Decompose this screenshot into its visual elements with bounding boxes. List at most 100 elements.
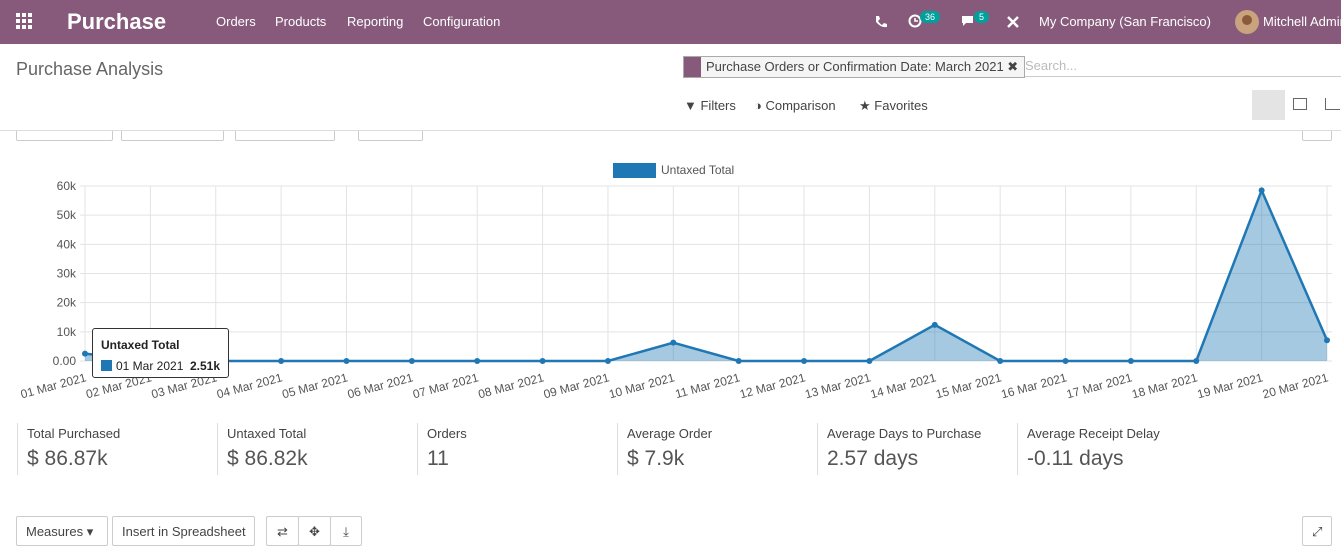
badge: 5 bbox=[974, 11, 990, 23]
point bbox=[278, 358, 285, 364]
tools-icon[interactable] bbox=[1006, 15, 1020, 29]
point bbox=[1127, 358, 1134, 364]
tooltip-title: Untaxed Total bbox=[101, 338, 180, 352]
kpi-label: Untaxed Total bbox=[227, 426, 307, 441]
kpi[interactable]: Average Order $ 7.9k bbox=[617, 423, 816, 475]
x-tick-label: 07 Mar 2021 bbox=[411, 370, 480, 401]
fullscreen-button[interactable]: ⤢ bbox=[1302, 516, 1332, 546]
app-name[interactable]: Purchase bbox=[67, 9, 167, 34]
favorites-label: Favorites bbox=[874, 98, 928, 113]
flip-button[interactable]: ⇄ bbox=[266, 516, 299, 546]
point bbox=[1062, 358, 1069, 364]
view-pivot[interactable] bbox=[1293, 98, 1307, 110]
x-tick-label: 17 Mar 2021 bbox=[1065, 370, 1134, 401]
filters-label: Filters bbox=[700, 98, 736, 113]
line bbox=[84, 187, 1329, 363]
x-tick-label: 09 Mar 2021 bbox=[542, 370, 611, 401]
kpi-value: $ 86.82k bbox=[227, 447, 308, 470]
phone-icon[interactable] bbox=[874, 15, 888, 29]
filters[interactable]: ▼ Filters bbox=[684, 98, 736, 113]
x-tick-label: 14 Mar 2021 bbox=[869, 370, 938, 401]
x-tick-label: 19 Mar 2021 bbox=[1196, 370, 1265, 401]
kpi-label: Average Order bbox=[627, 426, 713, 441]
kpi-value: 11 bbox=[427, 447, 449, 470]
y-tick-label: 60k bbox=[57, 179, 77, 193]
menu-item[interactable]: Reporting bbox=[347, 14, 404, 29]
x-tick-label: 05 Mar 2021 bbox=[281, 370, 350, 401]
point bbox=[931, 321, 938, 328]
avatar[interactable] bbox=[1235, 10, 1259, 34]
measures-label: Measures bbox=[26, 524, 84, 539]
search-facet[interactable]: Purchase Orders or Confirmation Date: Ma… bbox=[683, 56, 1026, 78]
point bbox=[1324, 337, 1330, 344]
favorites[interactable]: ★ Favorites bbox=[859, 98, 928, 113]
x-tick-label: 13 Mar 2021 bbox=[803, 370, 872, 401]
badge: 36 bbox=[920, 11, 941, 23]
point bbox=[474, 358, 481, 364]
menu-item[interactable]: Products bbox=[275, 14, 327, 29]
area bbox=[85, 190, 1327, 361]
download-button[interactable]: ⤓ bbox=[330, 516, 362, 546]
view-dashboard[interactable] bbox=[1252, 90, 1285, 120]
y-tick-label: 40k bbox=[57, 237, 77, 251]
point bbox=[866, 358, 873, 364]
legend-label: Untaxed Total bbox=[661, 163, 734, 177]
view-graph[interactable] bbox=[1325, 98, 1340, 110]
y-tick-label: 0.00 bbox=[53, 354, 77, 368]
insert-button[interactable]: Insert in Spreadsheet bbox=[112, 516, 255, 546]
tooltip: Untaxed Total 01 Mar 2021 2.51k bbox=[92, 328, 229, 378]
point bbox=[997, 358, 1004, 364]
kpi[interactable]: Total Purchased $ 86.87k bbox=[17, 423, 216, 475]
point bbox=[604, 358, 611, 364]
x-tick-label: 06 Mar 2021 bbox=[346, 370, 415, 401]
x-tick-label: 18 Mar 2021 bbox=[1130, 370, 1199, 401]
x-tick-label: 16 Mar 2021 bbox=[1000, 370, 1069, 401]
kpi-value: $ 86.87k bbox=[27, 447, 108, 470]
kpi-label: Orders bbox=[427, 426, 467, 441]
kpi-label: Total Purchased bbox=[27, 426, 121, 441]
tooltip-category: 01 Mar 2021 bbox=[116, 359, 184, 373]
point bbox=[408, 358, 415, 364]
kpi[interactable]: Untaxed Total $ 86.82k bbox=[217, 423, 416, 475]
breadcrumb: Purchase Analysis bbox=[16, 59, 164, 79]
activity-icon[interactable] bbox=[908, 14, 922, 28]
x-tick-label: 11 Mar 2021 bbox=[674, 370, 742, 401]
point bbox=[670, 339, 677, 346]
company[interactable]: My Company (San Francisco) bbox=[1039, 14, 1211, 29]
apps-icon[interactable] bbox=[16, 13, 34, 31]
kpi[interactable]: Average Days to Purchase 2.57 days bbox=[817, 423, 1016, 475]
kpi-value: -0.11 days bbox=[1027, 447, 1124, 470]
facet-label: Purchase Orders or Confirmation Date: Ma… bbox=[706, 59, 1004, 74]
point bbox=[735, 358, 742, 364]
messages-icon[interactable] bbox=[961, 14, 977, 28]
x-tick-label: 15 Mar 2021 bbox=[934, 370, 1003, 401]
x-tick-label: 20 Mar 2021 bbox=[1261, 370, 1330, 401]
point bbox=[1258, 187, 1265, 194]
kpi-label: Average Days to Purchase bbox=[827, 426, 982, 441]
menu-item[interactable]: Orders bbox=[216, 14, 256, 29]
point bbox=[539, 358, 546, 364]
legend-swatch bbox=[613, 163, 656, 178]
x-tick-label: 08 Mar 2021 bbox=[477, 370, 546, 401]
comparison-label: Comparison bbox=[765, 98, 836, 113]
tooltip-swatch bbox=[101, 360, 112, 371]
tooltip-value: 2.51k bbox=[190, 359, 221, 373]
kpi[interactable]: Average Receipt Delay -0.11 days bbox=[1017, 423, 1216, 475]
measures-button[interactable]: Measures ▾ bbox=[16, 516, 108, 546]
x-tick-label: 12 Mar 2021 bbox=[738, 370, 807, 401]
menu-item[interactable]: Configuration bbox=[423, 14, 501, 29]
search-input[interactable]: Search... bbox=[1025, 58, 1341, 77]
comparison[interactable]: ◑ Comparison bbox=[754, 98, 836, 113]
kpi[interactable]: Orders 11 bbox=[417, 423, 616, 475]
point bbox=[82, 350, 88, 357]
point bbox=[343, 358, 350, 364]
y-tick-label: 50k bbox=[57, 208, 77, 222]
navbar: Purchase Orders Products Reporting Confi… bbox=[0, 0, 1341, 44]
expand-button[interactable]: ✥ bbox=[298, 516, 331, 546]
x-tick-label: 01 Mar 2021 bbox=[19, 370, 88, 401]
user[interactable]: Mitchell Admin bbox=[1263, 14, 1341, 29]
y-tick-label: 30k bbox=[57, 267, 77, 281]
y-tick-label: 10k bbox=[57, 325, 77, 339]
point bbox=[1193, 358, 1200, 364]
